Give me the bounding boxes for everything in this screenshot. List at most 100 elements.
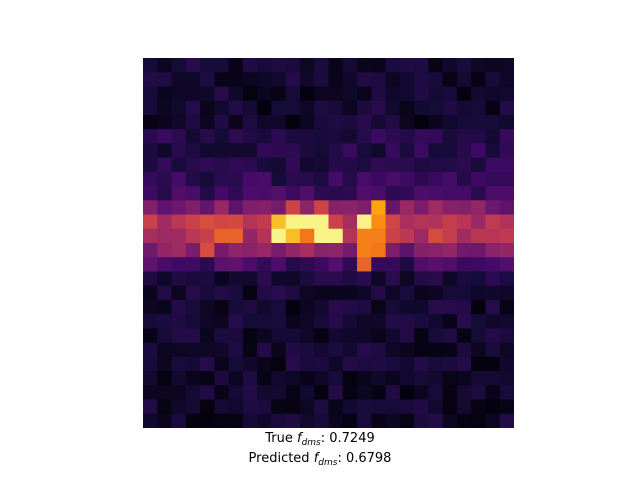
heatmap-cell xyxy=(471,72,487,88)
heatmap-cell xyxy=(285,186,301,201)
heatmap-cell xyxy=(242,114,258,130)
heatmap-cell xyxy=(143,399,158,415)
heatmap-cell xyxy=(214,371,230,386)
heatmap-cell xyxy=(342,143,358,159)
heatmap-cell xyxy=(499,399,514,415)
heatmap-cell xyxy=(314,143,330,159)
heatmap-cell xyxy=(371,214,387,230)
heatmap-cell xyxy=(157,371,173,386)
heatmap-cell xyxy=(214,257,230,273)
heatmap-cell xyxy=(157,243,173,258)
heatmap-cell xyxy=(342,243,358,258)
heatmap-cell xyxy=(471,214,487,230)
heatmap-cell xyxy=(442,385,458,401)
heatmap-cell xyxy=(485,356,501,372)
heatmap-cell xyxy=(185,186,201,201)
heatmap-cell xyxy=(371,271,387,287)
heatmap-cell xyxy=(285,285,301,301)
heatmap-cell xyxy=(157,72,173,88)
heatmap-cell xyxy=(257,114,273,130)
heatmap-cell xyxy=(171,100,187,116)
heatmap-cell xyxy=(257,186,273,201)
heatmap-cell xyxy=(214,86,230,102)
heatmap-cell xyxy=(485,342,501,358)
heatmap-cell xyxy=(428,72,444,88)
heatmap-cell xyxy=(371,86,387,102)
heatmap-cell xyxy=(357,171,372,187)
heatmap-cell xyxy=(399,271,415,287)
predicted-fdms-caption: Predicted fdms: 0.6798 xyxy=(0,451,640,468)
heatmap-cell xyxy=(371,58,387,73)
heatmap-cell xyxy=(228,72,244,88)
heatmap-cell xyxy=(257,285,273,301)
heatmap-cell xyxy=(271,257,287,273)
heatmap-cell xyxy=(357,299,372,315)
heatmap-cell xyxy=(285,243,301,258)
heatmap-cell xyxy=(471,114,487,130)
heatmap-cell xyxy=(214,200,230,216)
heatmap-cell xyxy=(399,171,415,187)
true-label: True xyxy=(265,431,297,446)
heatmap-cell xyxy=(414,186,429,201)
heatmap-cell xyxy=(285,214,301,230)
heatmap-cell xyxy=(414,72,429,88)
heatmap-cell xyxy=(499,328,514,344)
heatmap-cell xyxy=(314,214,330,230)
heatmap-cell xyxy=(385,100,401,116)
heatmap-cell xyxy=(414,114,429,130)
heatmap-cell xyxy=(200,186,215,201)
heatmap-cell xyxy=(257,86,273,102)
heatmap-cell xyxy=(499,157,514,173)
heatmap-cell xyxy=(257,399,273,415)
heatmap-cell xyxy=(428,86,444,102)
heatmap-cell xyxy=(357,72,372,88)
heatmap-cell xyxy=(299,58,315,73)
heatmap-cell xyxy=(271,171,287,187)
heatmap-cell xyxy=(185,413,201,428)
heatmap-cell xyxy=(314,243,330,258)
heatmap-cell xyxy=(257,356,273,372)
heatmap-cell xyxy=(428,299,444,315)
heatmap-cell xyxy=(342,257,358,273)
heatmap-cell xyxy=(385,342,401,358)
heatmap-cell xyxy=(385,228,401,244)
heatmap-cell xyxy=(214,114,230,130)
heatmap-cell xyxy=(228,58,244,73)
heatmap-cell xyxy=(371,157,387,173)
heatmap-cell xyxy=(485,200,501,216)
heatmap-cell xyxy=(143,385,158,401)
heatmap-cell xyxy=(242,100,258,116)
heatmap-cell xyxy=(342,114,358,130)
heatmap-cell xyxy=(171,285,187,301)
heatmap-cell xyxy=(485,257,501,273)
heatmap-cell xyxy=(442,399,458,415)
heatmap-cell xyxy=(200,385,215,401)
heatmap-cell xyxy=(200,86,215,102)
heatmap-cell xyxy=(242,129,258,144)
heatmap-cell xyxy=(499,371,514,386)
heatmap-cell xyxy=(456,214,472,230)
heatmap-cell xyxy=(157,200,173,216)
heatmap-cell xyxy=(242,200,258,216)
heatmap-cell xyxy=(285,399,301,415)
heatmap-cell xyxy=(157,171,173,187)
heatmap-cell xyxy=(299,314,315,329)
heatmap-cell xyxy=(200,399,215,415)
heatmap-cell xyxy=(385,114,401,130)
heatmap-cell xyxy=(442,299,458,315)
heatmap-cell xyxy=(143,186,158,201)
heatmap-cell xyxy=(456,314,472,329)
heatmap-cell xyxy=(485,72,501,88)
heatmap-cell xyxy=(399,328,415,344)
heatmap-cell xyxy=(442,413,458,428)
heatmap-cell xyxy=(271,200,287,216)
heatmap-cell xyxy=(299,143,315,159)
heatmap-cell xyxy=(442,285,458,301)
heatmap-cell xyxy=(214,58,230,73)
heatmap-cell xyxy=(271,299,287,315)
heatmap-cell xyxy=(328,100,344,116)
heatmap-cell xyxy=(299,157,315,173)
heatmap-cell xyxy=(357,214,372,230)
heatmap-cell xyxy=(299,299,315,315)
heatmap-cell xyxy=(171,171,187,187)
